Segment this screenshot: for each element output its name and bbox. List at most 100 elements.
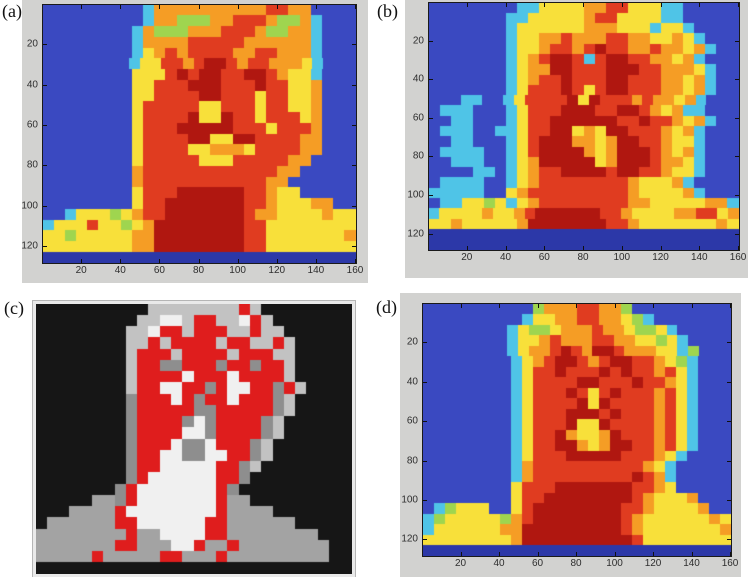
panel-c-grayscale-red-mask-image (36, 304, 352, 574)
x-tick-label: 20 (461, 252, 473, 263)
x-tick-mark (653, 304, 655, 308)
y-tick-label: 60 (26, 119, 38, 131)
x-tick-label: 160 (721, 558, 739, 569)
x-tick-mark (198, 5, 200, 9)
x-tick-mark (499, 304, 501, 308)
y-tick-mark (423, 539, 427, 541)
y-tick-label: 60 (406, 415, 418, 427)
panel-b-thermal-image (429, 3, 739, 250)
y-tick-label: 20 (406, 336, 418, 348)
x-tick-mark (355, 259, 357, 263)
panel-d-label: (d) (376, 297, 397, 317)
x-tick-label: 20 (454, 558, 467, 569)
x-tick-mark (81, 5, 83, 9)
y-tick-mark (727, 499, 731, 501)
x-tick-mark (738, 3, 740, 7)
y-tick-mark (423, 342, 427, 344)
x-tick-label: 140 (307, 265, 325, 276)
x-tick-label: 120 (268, 265, 286, 276)
y-tick-mark (43, 205, 47, 207)
x-tick-mark (660, 3, 662, 7)
y-tick-mark (735, 79, 739, 81)
y-tick-mark (735, 233, 739, 235)
y-tick-label: 100 (401, 494, 418, 506)
y-tick-label: 120 (401, 533, 418, 545)
y-tick-label: 40 (412, 73, 424, 85)
x-tick-label: 120 (652, 252, 669, 263)
x-tick-mark (621, 3, 623, 7)
y-tick-mark (727, 421, 731, 423)
y-tick-label: 100 (21, 200, 38, 212)
y-tick-label: 80 (26, 159, 38, 171)
y-tick-mark (352, 124, 356, 126)
x-tick-label: 60 (531, 558, 544, 569)
y-tick-label: 40 (406, 376, 418, 388)
x-tick-label: 40 (114, 265, 126, 276)
x-tick-label: 80 (570, 558, 582, 569)
y-tick-mark (352, 245, 356, 247)
x-tick-label: 80 (577, 252, 589, 263)
x-tick-mark (583, 246, 585, 250)
panel-a-label: (a) (2, 1, 22, 21)
y-tick-mark (352, 44, 356, 46)
y-tick-mark (429, 195, 433, 196)
y-tick-mark (735, 117, 739, 119)
panel-a: 20 40 60 80 100 120 140 160 20 40 60 80 100 120 (21, 0, 368, 283)
x-tick-label: 140 (690, 252, 708, 263)
y-tick-mark (43, 165, 47, 167)
x-tick-label: 160 (729, 252, 747, 263)
y-tick-mark (43, 44, 47, 46)
y-tick-mark (43, 245, 47, 247)
x-tick-mark (315, 5, 317, 9)
y-tick-mark (735, 195, 739, 196)
x-tick-label: 60 (538, 252, 550, 263)
y-tick-mark (423, 381, 427, 383)
x-tick-mark (614, 304, 616, 308)
panel-d-thermal-image (423, 304, 731, 556)
x-tick-mark (653, 552, 655, 556)
y-tick-label: 20 (412, 35, 424, 47)
x-tick-mark (81, 259, 83, 263)
x-tick-mark (699, 246, 701, 250)
y-tick-mark (423, 499, 427, 501)
x-tick-mark (198, 259, 200, 263)
x-tick-mark (691, 552, 693, 556)
x-tick-mark (460, 304, 462, 308)
y-tick-label: 60 (412, 112, 424, 124)
x-tick-mark (730, 552, 732, 556)
y-tick-mark (735, 40, 739, 42)
y-tick-mark (727, 460, 731, 462)
y-tick-mark (429, 117, 433, 119)
panel-c (33, 301, 356, 577)
y-tick-label: 80 (406, 455, 418, 467)
x-tick-mark (237, 259, 239, 263)
x-tick-mark (276, 5, 278, 9)
x-tick-label: 120 (644, 558, 662, 569)
y-tick-mark (727, 539, 731, 541)
x-tick-mark (537, 304, 539, 308)
x-tick-mark (505, 3, 507, 7)
x-tick-mark (699, 3, 701, 7)
x-tick-mark (660, 246, 662, 250)
panel-b: 20 40 60 80 100 120 140 160 20 40 60 80 100 120 (405, 0, 748, 278)
x-tick-label: 40 (499, 252, 512, 263)
panel-b-label: (b) (377, 1, 398, 21)
panel-a-thermal-image (43, 5, 356, 263)
y-tick-mark (43, 84, 47, 86)
x-tick-mark (120, 259, 122, 263)
x-tick-mark (276, 259, 278, 263)
y-tick-label: 120 (407, 228, 424, 240)
panel-d: 20 40 60 80 100 120 140 160 20 40 60 80 100 120 (400, 293, 741, 577)
y-tick-label: 20 (26, 38, 38, 50)
x-tick-label: 140 (683, 558, 700, 569)
x-tick-mark (505, 246, 507, 250)
x-tick-mark (691, 304, 693, 308)
x-tick-label: 60 (153, 265, 165, 276)
x-tick-mark (738, 246, 740, 250)
x-tick-label: 100 (613, 252, 631, 263)
x-tick-label: 160 (346, 265, 364, 276)
x-tick-mark (355, 5, 357, 9)
x-tick-mark (499, 552, 501, 556)
x-tick-mark (614, 552, 616, 556)
